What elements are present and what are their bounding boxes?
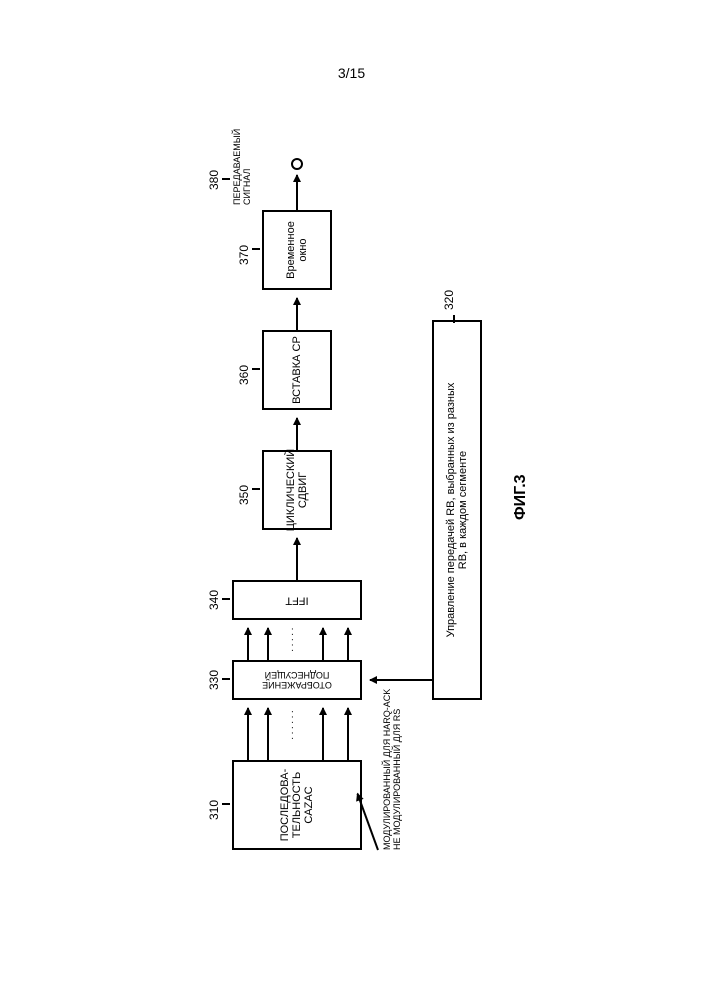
diagram: ПОСЛЕДОВА- ТЕЛЬНОСТЬ CAZAC 310 ОТОБРАЖЕН… — [152, 100, 552, 900]
output-terminal — [291, 158, 303, 170]
output-signal-label: ПЕРЕДАВАЕМЫЙ СИГНАЛ — [232, 129, 252, 205]
label-370: 370 — [237, 245, 251, 265]
dots-310-330: ······ — [287, 708, 298, 740]
arrow-370-out — [296, 175, 298, 210]
tick-340 — [222, 598, 230, 600]
arrow-350-360 — [296, 418, 298, 450]
block-350-text: ЦИКЛИЧЕСКИЙ СДВИГ — [285, 449, 309, 531]
arrow-330-340-4 — [347, 628, 349, 660]
tick-370 — [252, 248, 260, 250]
arrow-360-370 — [296, 298, 298, 330]
block-cp-insert: ВСТАВКА CP — [262, 330, 332, 410]
label-380: 380 — [207, 170, 221, 190]
arrow-320-330 — [370, 679, 432, 681]
block-subcarrier-map: ОТОБРАЖЕНИЕПОДНЕСУЩЕЙ — [232, 660, 362, 700]
block-320-text: Управление передачей RB, выбранных из ра… — [445, 383, 469, 638]
arrow-310-330-3 — [322, 708, 324, 760]
arrow-310-330-2 — [267, 708, 269, 760]
tick-320 — [453, 315, 455, 323]
block-rb-control: Управление передачей RB, выбранных из ра… — [432, 320, 482, 700]
block-cyclic-shift: ЦИКЛИЧЕСКИЙ СДВИГ — [262, 450, 332, 530]
block-340-text: IFFT — [285, 594, 308, 606]
arrow-340-350 — [296, 538, 298, 580]
modulation-label: МОДУЛИРОВАННЫЙ ДЛЯ HARQ-ACK НЕ МОДУЛИРОВ… — [382, 689, 402, 850]
label-330: 330 — [207, 670, 221, 690]
label-360: 360 — [237, 365, 251, 385]
label-310: 310 — [207, 800, 221, 820]
tick-310 — [222, 803, 230, 805]
arrow-330-340-3 — [322, 628, 324, 660]
arrow-330-340-1 — [247, 628, 249, 660]
dots-330-340: ····· — [287, 625, 298, 652]
block-330-text: ОТОБРАЖЕНИЕПОДНЕСУЩЕЙ — [262, 670, 332, 690]
tick-350 — [252, 488, 260, 490]
arrow-310-330-1 — [247, 708, 249, 760]
arrow-330-340-2 — [267, 628, 269, 660]
arrow-310-330-4 — [347, 708, 349, 760]
tick-380 — [222, 178, 230, 180]
block-cazac: ПОСЛЕДОВА- ТЕЛЬНОСТЬ CAZAC — [232, 760, 362, 850]
page-number: 3/15 — [338, 65, 365, 81]
block-310-text: ПОСЛЕДОВА- ТЕЛЬНОСТЬ CAZAC — [279, 769, 315, 842]
block-360-text: ВСТАВКА CP — [291, 336, 303, 404]
tick-330 — [222, 678, 230, 680]
label-350: 350 — [237, 485, 251, 505]
block-370-text: Временное окно — [285, 221, 309, 279]
tick-360 — [252, 368, 260, 370]
block-ifft: IFFT — [232, 580, 362, 620]
label-340: 340 — [207, 590, 221, 610]
figure-label: ФИГ.3 — [512, 474, 530, 520]
block-time-window: Временное окно — [262, 210, 332, 290]
label-320: 320 — [442, 290, 456, 310]
